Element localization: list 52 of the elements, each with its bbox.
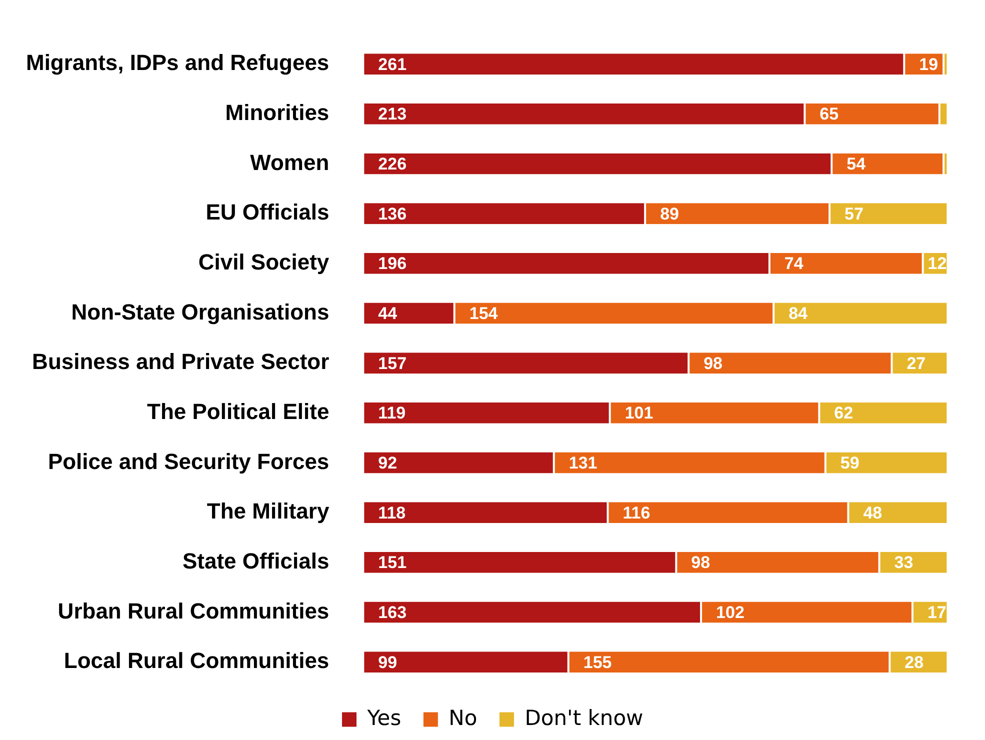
data-label: 98 — [691, 553, 710, 572]
y-tick-label: Urban Rural Communities — [58, 598, 330, 624]
data-label: 226 — [378, 154, 407, 174]
data-label: 19 — [919, 54, 938, 74]
y-tick-label: Police and Security Forces — [48, 448, 330, 474]
y-tick-label: Minorities — [225, 100, 330, 126]
legend-label: No — [448, 706, 478, 730]
data-label: 163 — [378, 602, 407, 622]
y-tick-label: The Military — [206, 498, 330, 524]
data-label: 116 — [622, 503, 650, 522]
data-label: 99 — [378, 652, 398, 672]
data-label: 84 — [788, 304, 808, 323]
data-label: 131 — [568, 453, 598, 472]
data-label: 196 — [378, 254, 407, 274]
data-label: 101 — [624, 404, 654, 423]
data-label: 118 — [378, 503, 406, 522]
data-label: 89 — [660, 204, 679, 224]
data-label: 27 — [906, 354, 926, 373]
y-tick-label: State Officials — [182, 548, 330, 574]
data-label: 59 — [840, 453, 860, 472]
data-label: 157 — [378, 354, 407, 373]
data-label: 74 — [784, 254, 804, 274]
data-label: 48 — [863, 503, 882, 522]
data-label: 65 — [820, 104, 839, 124]
data-label: 17 — [927, 602, 946, 622]
data-label: 154 — [469, 304, 498, 323]
data-label: 57 — [844, 204, 864, 224]
data-label: 102 — [716, 602, 744, 622]
data-label: 12 — [928, 254, 947, 274]
data-label: 119 — [378, 404, 406, 423]
y-tick-label: Local Rural Communities — [64, 648, 330, 674]
y-tick-label: Women — [250, 150, 330, 175]
data-label: 44 — [378, 304, 398, 323]
data-label: 33 — [894, 553, 914, 572]
y-tick-label: Non-State Organisations — [71, 299, 330, 324]
legend-label: Don't know — [524, 706, 644, 730]
y-tick-label: EU Officials — [206, 200, 330, 225]
data-label: 151 — [378, 553, 407, 572]
data-label: 62 — [834, 404, 854, 423]
data-label: 54 — [846, 154, 866, 174]
data-label: 136 — [378, 204, 407, 224]
y-tick-label: Migrants, IDPs and Refugees — [26, 50, 330, 76]
y-tick-label: The Political Elite — [147, 398, 330, 424]
data-label: 98 — [704, 354, 723, 373]
data-label: 92 — [378, 453, 398, 472]
data-label: 28 — [904, 652, 924, 672]
data-label: 213 — [378, 104, 407, 124]
data-label: 261 — [378, 54, 407, 74]
data-label: 155 — [583, 652, 612, 672]
legend-label: Yes — [366, 706, 402, 730]
y-tick-label: Business and Private Sector — [32, 349, 330, 374]
y-tick-label: Civil Society — [198, 250, 330, 274]
